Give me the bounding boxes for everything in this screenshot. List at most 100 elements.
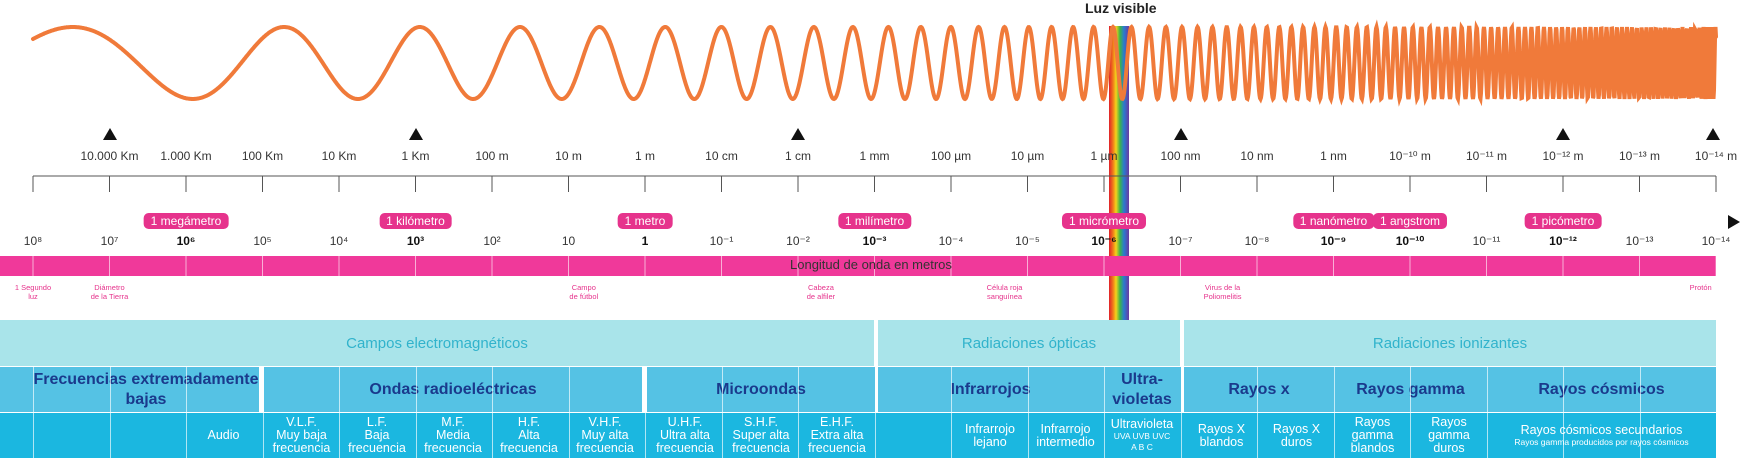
grid-divider [874, 367, 876, 412]
band-infrared: Infrarrojos [878, 367, 1103, 412]
exponent-label: 10⁻³ [862, 234, 887, 248]
wavelength-tick-label: 100 µm [930, 149, 972, 163]
grid-divider [33, 413, 34, 458]
grid-divider [1104, 367, 1105, 412]
unit-pill: 1 milímetro [837, 213, 912, 229]
sub-band-label: Rayos X blandos [1197, 421, 1246, 449]
grid-divider [721, 367, 723, 412]
sub-band-shf: S.H.F. Super alta frecuencia [723, 413, 799, 458]
sub-band-label: M.F. Media frecuencia [424, 415, 482, 455]
wavelength-tick-label: 10⁻¹¹ m [1465, 149, 1508, 163]
category-label: Radiaciones ópticas [961, 334, 1097, 352]
wavelength-tick-label: 100 Km [241, 149, 284, 163]
sub-band-mf: M.F. Media frecuencia [415, 413, 491, 458]
unit-pill: 1 megámetro [143, 213, 229, 229]
exponent-label: 10⁻⁶ [1091, 234, 1117, 248]
sub-band-label: Rayos cósmicos secundarios [1520, 422, 1683, 437]
grid-divider [798, 367, 799, 412]
wavelength-marker-icon [791, 128, 805, 140]
grid-divider [1104, 413, 1105, 458]
sub-band-ehf: E.H.F. Extra alta frecuencia [799, 413, 875, 458]
wavelength-tick-label: 1 cm [784, 149, 812, 163]
grid-divider [1716, 413, 1717, 458]
exponent-label: 10⁻¹⁴ [1701, 234, 1731, 248]
grid-divider [262, 367, 264, 412]
grid-divider [1180, 413, 1182, 458]
category-optical-radiation: Radiaciones ópticas [878, 320, 1180, 366]
band-gap [875, 367, 878, 412]
unit-pill: 1 micrómetro [1061, 213, 1147, 229]
scale-example-label: Virus de la Poliomelitis [1203, 283, 1242, 301]
wavelength-tick-label: 1 Km [401, 149, 430, 163]
scale-example-label: Cabeza de alfiler [806, 283, 836, 301]
wavelength-tick-label: 100 m [475, 149, 509, 163]
band-cosmic-rays: Rayos cósmicos [1487, 367, 1716, 412]
wavelength-marker-icon [1173, 128, 1188, 140]
grid-divider [186, 367, 187, 412]
unit-pill: 1 angstrom [1372, 213, 1448, 229]
grid-divider [721, 413, 723, 458]
sub-band-uhf: U.H.F. Ultra alta frecuencia [647, 413, 723, 458]
band-radio-waves: Ondas radioeléctricas [264, 367, 642, 412]
grid-divider [568, 367, 570, 412]
wavelength-tick-label: 10.000 Km [80, 149, 139, 163]
sub-band-label: Audio [207, 428, 240, 442]
sub-band-label: V.L.F. Muy baja frecuencia [272, 415, 331, 455]
grid-divider [1486, 367, 1488, 412]
exponent-label: 10⁻¹¹ [1472, 234, 1501, 248]
grid-divider [339, 367, 340, 412]
sub-band-label: U.H.F. Ultra alta frecuencia [656, 415, 714, 455]
band-ultraviolet: Ultra- violetas [1103, 367, 1181, 412]
wavelength-marker-icon [1556, 128, 1570, 140]
sub-band-far-infrared: Infrarrojo lejano [952, 413, 1028, 458]
grid-divider [1563, 413, 1564, 458]
band-label: Frecuencias extremadamente bajas [33, 370, 259, 408]
wavelength-tick-label: 1 mm [859, 149, 890, 163]
grid-divider [798, 413, 799, 458]
exponent-label: 10⁻¹⁰ [1395, 234, 1425, 248]
sub-band-label: H.F. Alta frecuencia [500, 415, 558, 455]
exponent-label: 10⁴ [329, 234, 349, 248]
exponent-label: 10⁸ [23, 234, 43, 248]
grid-divider [109, 413, 111, 458]
exponent-label: 10⁻¹³ [1625, 234, 1654, 248]
band-gap [260, 367, 264, 412]
wavelength-marker-icon [408, 128, 423, 140]
sub-band-label: L.F. Baja frecuencia [348, 415, 406, 455]
wavelength-tick-label: 100 nm [1160, 149, 1201, 163]
wavelength-tick-label: 10 nm [1240, 149, 1274, 163]
exponent-label: 10⁻⁵ [1015, 234, 1040, 248]
category-label: Radiaciones ionizantes [1372, 334, 1528, 352]
axis-title: Longitud de onda en metros [790, 257, 952, 272]
sub-band-label: Infrarrojo lejano [964, 421, 1016, 449]
band-label: Rayos x [1228, 380, 1290, 398]
wavelength-tick-label: 10⁻¹⁴ m [1694, 149, 1738, 163]
sub-band-hf: H.F. Alta frecuencia [491, 413, 567, 458]
grid-divider [1257, 367, 1258, 412]
grid-divider [492, 413, 493, 458]
sub-band-cosmic: Rayos cósmicos secundarios Rayos gamma p… [1487, 413, 1716, 458]
grid-divider [1716, 367, 1717, 412]
band-label: Ondas radioeléctricas [369, 380, 537, 398]
visible-light-label: Luz visible [1085, 0, 1157, 16]
category-ionizing-radiation: Radiaciones ionizantes [1184, 320, 1716, 366]
exponent-label: 10⁻⁷ [1168, 234, 1193, 248]
grid-divider [951, 367, 952, 412]
sub-band-note: Rayos gamma producidos por rayos cósmico… [1514, 436, 1689, 447]
sub-band-hard-x-rays: Rayos X duros [1259, 413, 1334, 458]
exponent-label: 1 [641, 234, 649, 248]
unit-pill: 1 nanómetro [1292, 213, 1375, 229]
grid-divider [568, 413, 570, 458]
wavelength-tick-label: 10⁻¹² m [1542, 149, 1584, 163]
category-label: Campos electromagnéticos [346, 334, 528, 352]
sub-band-soft-x-rays: Rayos X blandos [1184, 413, 1259, 458]
sub-band-label: V.H.F. Muy alta frecuencia [576, 415, 634, 455]
wavelength-tick-label: 1 µm [1090, 149, 1118, 163]
grid-divider [33, 367, 34, 412]
sub-band-label: E.H.F. Extra alta frecuencia [808, 415, 866, 455]
grid-divider [1639, 413, 1641, 458]
wavelength-marker-icon [102, 128, 117, 140]
wavelength-tick-label: 1 m [634, 149, 656, 163]
scale-example-label: Célula roja sanguínea [986, 283, 1023, 301]
grid-divider [339, 413, 340, 458]
